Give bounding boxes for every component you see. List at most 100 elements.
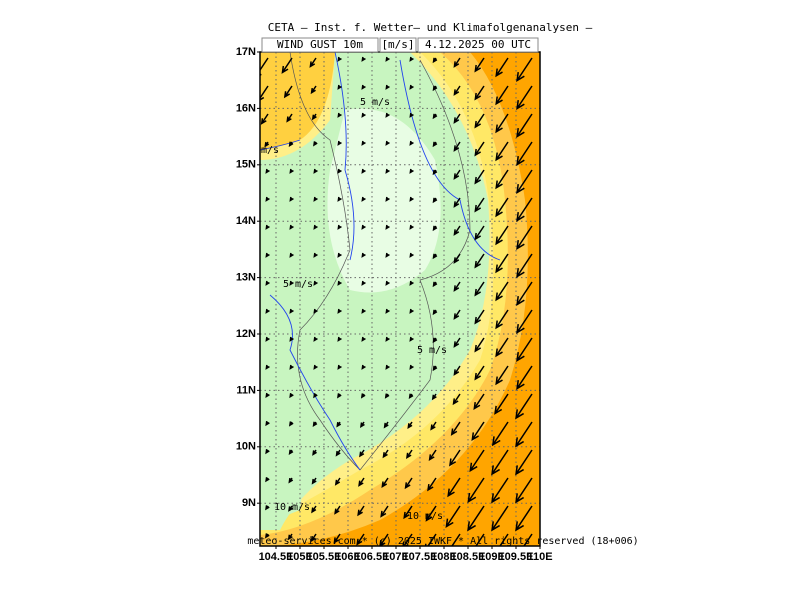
lat-label: 13N [236, 272, 256, 284]
lat-label: 17N [236, 46, 256, 58]
wind-arrow [361, 112, 366, 118]
wind-arrow [474, 169, 485, 185]
wind-arrow [313, 141, 318, 147]
wind-arrow [432, 337, 438, 344]
wind-arrow [265, 420, 270, 427]
wind-arrow [515, 477, 533, 504]
wind-arrow [406, 449, 413, 460]
wind-arrow [516, 225, 533, 250]
wind-arrow [491, 505, 509, 532]
wind-arrow [337, 224, 342, 230]
wind-arrow [361, 336, 366, 342]
wind-arrow [309, 57, 317, 68]
wind-arrow [495, 337, 509, 358]
wind-arrow [264, 141, 270, 148]
lon-label: 108E [431, 551, 457, 563]
wind-arrow [475, 533, 485, 546]
wind-arrow [467, 505, 485, 532]
wind-arrow [515, 421, 533, 448]
wind-arrow [385, 252, 390, 258]
time-box [417, 37, 539, 53]
wind-arrow [495, 197, 509, 218]
wind-arrow [495, 113, 509, 134]
lon-label: 107E [383, 551, 409, 563]
wind-arrow [516, 337, 533, 362]
wind-arrow [495, 365, 509, 386]
wind-arrow [361, 168, 366, 174]
wind-arrow [409, 308, 414, 314]
lon-label: 108.5E [451, 551, 486, 563]
wind-arrow [425, 505, 437, 522]
wind-arrow [361, 252, 366, 258]
wind-arrow [333, 533, 341, 544]
wind-arrow [289, 196, 294, 202]
wind-arrow [382, 449, 389, 459]
rivers [260, 52, 501, 471]
contour-label: 5 m/s [360, 97, 390, 108]
contour-label: 5 m/s [283, 279, 313, 290]
wind-arrow [409, 224, 414, 230]
wind-arrow [409, 364, 414, 370]
zone-calm [327, 108, 441, 293]
wind-arrow [313, 224, 318, 230]
wind-arrow [337, 196, 342, 202]
wind-arrow [474, 365, 485, 381]
wind-arrow [288, 477, 294, 484]
wind-arrow [337, 56, 342, 62]
wind-arrow [495, 253, 509, 274]
wind-arrow [337, 280, 342, 286]
wind-arrow [432, 253, 438, 260]
lon-label: 104.5E [259, 551, 294, 563]
time: 4.12.2025 00 UTC [425, 38, 531, 51]
wind-arrow [432, 197, 438, 204]
wind-arrow [380, 505, 389, 518]
footer: meteo-services.com * (c) 2025 IWKF * All… [247, 536, 638, 547]
wind-arrow [491, 421, 509, 447]
wind-arrow [385, 168, 390, 174]
wind-arrow [313, 336, 318, 342]
wind-arrow [515, 449, 533, 476]
wind-arrow [289, 308, 294, 314]
wind-arrow [469, 449, 485, 473]
wind-arrow [428, 449, 437, 462]
wind-arrow [404, 477, 413, 490]
wind-arrow [289, 364, 294, 370]
wind-arrow [313, 280, 318, 286]
wind-arrow [474, 57, 485, 73]
lon-label: 105E [287, 551, 313, 563]
wind-arrow [260, 113, 269, 125]
wind-arrow [432, 309, 438, 316]
wind-arrow [385, 308, 390, 314]
wind-arrow [385, 140, 390, 146]
wind-arrow [334, 505, 341, 515]
wind-arrow [474, 225, 485, 241]
contour-label: 10 m/s [407, 511, 443, 522]
field: WIND GUST 10m [277, 38, 363, 51]
wind-arrow [409, 56, 414, 62]
wind-arrow [523, 533, 533, 546]
wind-arrow [289, 280, 294, 286]
wind-arrow [260, 57, 269, 76]
wind-arrow [313, 168, 318, 174]
wind-arrow [474, 113, 485, 129]
wind-arrow [311, 505, 317, 514]
wind-arrow [474, 253, 485, 269]
wind-arrow [409, 168, 414, 174]
wind-arrow [265, 168, 270, 174]
wind-arrow [289, 224, 294, 230]
wind-arrow [283, 85, 293, 99]
wind-arrow [453, 197, 461, 208]
wind-arrow [403, 505, 413, 520]
wind-arrow [361, 56, 366, 62]
wind-arrow [432, 141, 438, 148]
wind-arrow [516, 365, 533, 390]
wind-arrow [499, 533, 509, 546]
wind-arrow [313, 364, 318, 370]
wind-arrow [337, 168, 342, 174]
lon-label: 109.5E [499, 551, 534, 563]
wind-arrow [265, 280, 270, 286]
wind-arrow [361, 308, 366, 314]
wind-arrow [361, 224, 366, 230]
wind-arrow [427, 477, 437, 492]
wind-arrow [337, 336, 342, 342]
